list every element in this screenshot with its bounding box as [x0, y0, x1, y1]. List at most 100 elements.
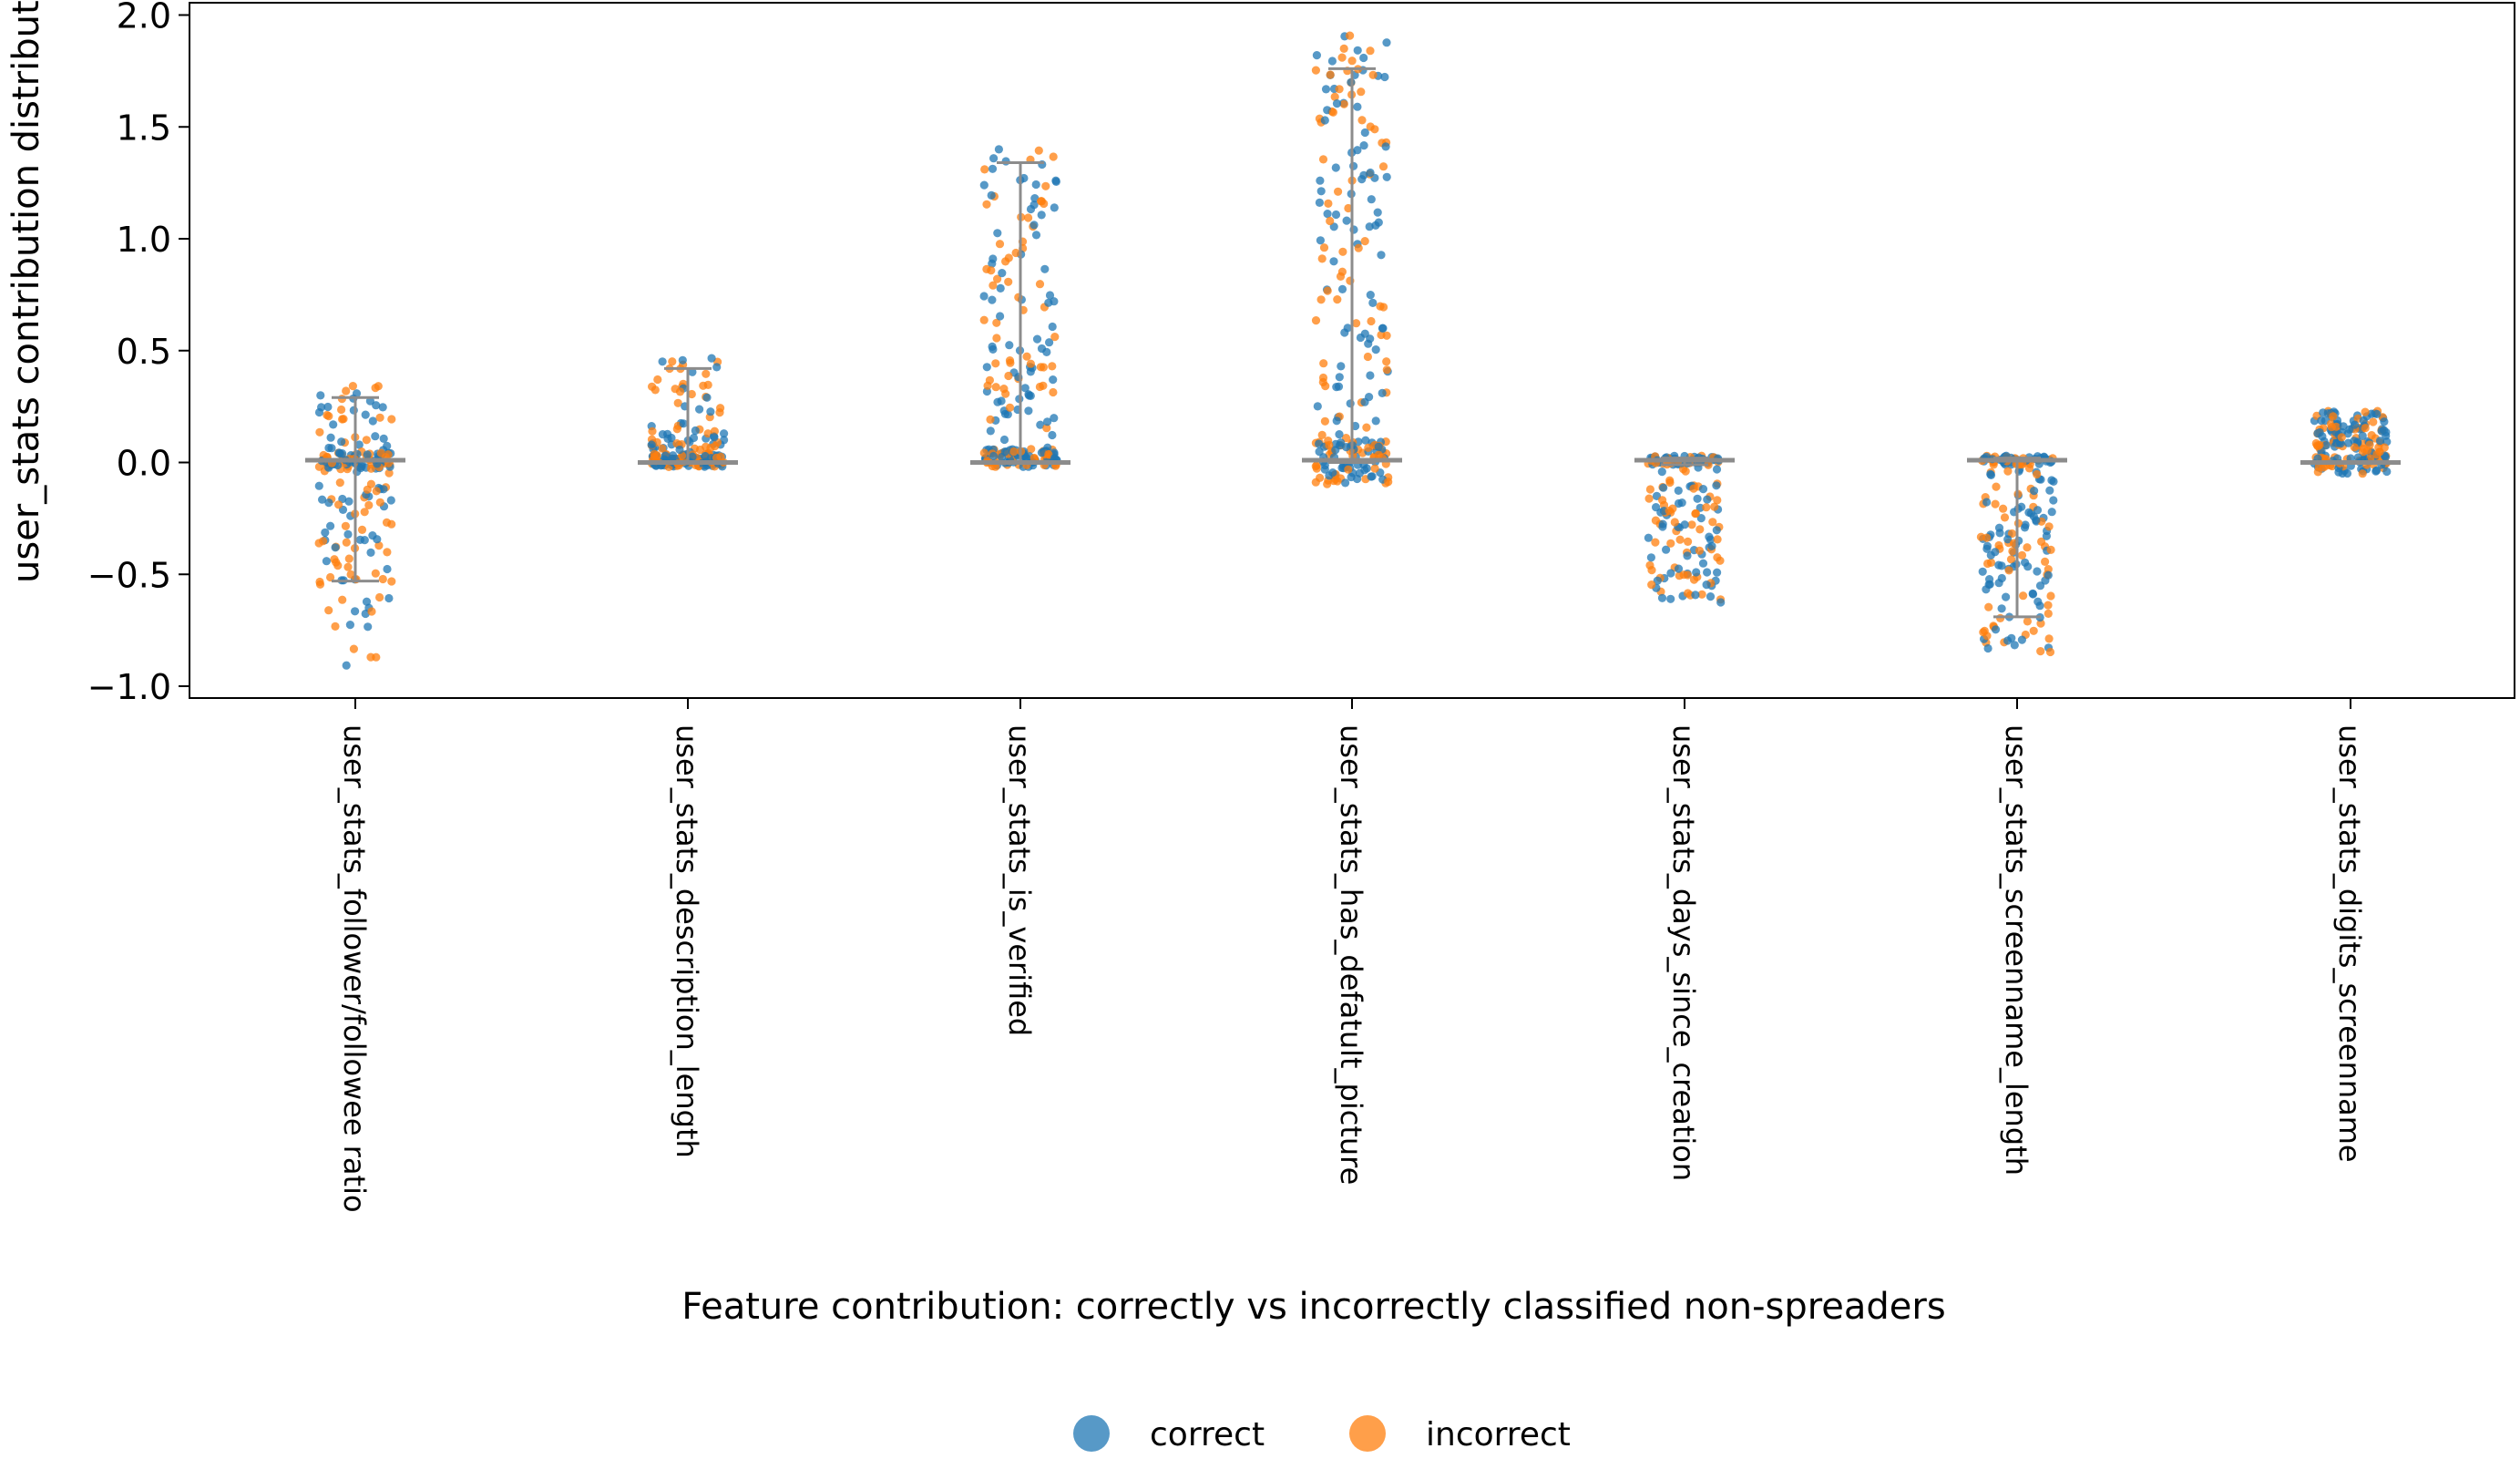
data-point-correct	[318, 495, 327, 504]
data-point-incorrect	[1367, 316, 1376, 326]
data-point-correct	[987, 190, 996, 200]
data-point-correct	[1371, 345, 1380, 354]
data-point-correct	[342, 661, 351, 670]
data-point-correct	[2045, 486, 2054, 495]
x-axis: user_stats_follower/followee ratio user_s…	[337, 698, 2367, 1213]
data-point-incorrect	[1710, 502, 1719, 511]
data-point-correct	[1037, 448, 1046, 457]
data-point-incorrect	[695, 445, 705, 455]
data-point-incorrect	[1684, 589, 1693, 598]
data-point-correct	[2375, 437, 2385, 446]
data-point-incorrect	[1337, 53, 1347, 62]
data-point-incorrect	[1026, 359, 1035, 368]
data-point-correct	[689, 433, 699, 443]
data-point-incorrect	[1645, 485, 1654, 494]
data-point-incorrect	[1333, 295, 1342, 304]
data-point-incorrect	[2008, 547, 2017, 556]
data-point-correct	[1340, 328, 1349, 337]
y-tick-label: 2.0	[117, 0, 171, 36]
data-point-incorrect	[2019, 591, 2028, 601]
data-point-incorrect	[1679, 570, 1688, 580]
data-point-correct	[383, 564, 392, 574]
data-point-correct	[998, 269, 1007, 278]
data-point-correct	[720, 429, 729, 438]
data-point-correct	[362, 597, 372, 606]
data-point-correct	[343, 529, 353, 539]
data-point-incorrect	[991, 359, 1000, 368]
data-point-correct	[351, 607, 360, 616]
data-point-correct	[1321, 85, 1331, 94]
data-point-correct	[1312, 51, 1321, 60]
data-point-correct	[994, 145, 1003, 154]
data-point-correct	[1331, 163, 1340, 172]
data-point-incorrect	[711, 442, 720, 451]
data-point-correct	[996, 283, 1005, 293]
data-point-correct	[1378, 388, 1387, 397]
data-point-incorrect	[314, 539, 323, 548]
data-point-incorrect	[348, 382, 357, 391]
data-point-incorrect	[342, 386, 351, 396]
data-point-correct	[327, 444, 336, 453]
data-point-correct	[1353, 46, 1362, 55]
data-point-correct	[988, 295, 997, 304]
data-point-incorrect	[2041, 557, 2050, 567]
data-point-incorrect	[1370, 464, 1379, 473]
data-point-incorrect	[673, 398, 682, 407]
data-point-incorrect	[2023, 617, 2032, 626]
data-point-correct	[1677, 498, 1686, 508]
data-point-incorrect	[374, 541, 384, 550]
data-point-correct	[675, 445, 684, 455]
data-point-incorrect	[2367, 431, 2376, 440]
data-point-correct	[1020, 384, 1030, 393]
y-tick-label: 0.5	[117, 332, 171, 372]
data-point-incorrect	[982, 200, 991, 209]
data-point-incorrect	[2358, 469, 2367, 478]
data-point-correct	[1331, 210, 1341, 220]
data-point-incorrect	[668, 357, 677, 366]
data-point-incorrect	[1346, 31, 1355, 40]
data-point-correct	[1991, 625, 2001, 634]
data-point-incorrect	[1044, 449, 1053, 459]
data-point-correct	[321, 528, 330, 538]
data-point-incorrect	[349, 644, 358, 653]
data-point-correct	[2317, 416, 2326, 426]
data-point-incorrect	[1336, 272, 1346, 281]
data-point-correct	[2003, 535, 2013, 544]
data-point-incorrect	[384, 468, 394, 478]
data-point-incorrect	[1036, 363, 1045, 372]
data-point-incorrect	[1670, 518, 1679, 527]
data-point-correct	[1698, 485, 1708, 494]
data-point-incorrect	[1379, 303, 1388, 312]
data-point-incorrect	[1366, 46, 1375, 56]
data-point-incorrect	[1011, 248, 1020, 258]
data-point-incorrect	[2372, 450, 2382, 459]
data-point-correct	[988, 164, 998, 173]
data-point-incorrect	[985, 375, 994, 385]
data-point-correct	[2371, 467, 2381, 476]
data-point-correct	[999, 435, 1009, 445]
data-point-incorrect	[1691, 509, 1700, 519]
data-point-incorrect	[375, 498, 384, 507]
data-point-incorrect	[987, 266, 996, 275]
data-point-correct	[1025, 391, 1034, 400]
data-point-correct	[1702, 580, 1711, 590]
x-axis-label: Feature contribution: correctly vs incor…	[681, 1286, 1945, 1328]
data-point-correct	[1367, 195, 1376, 204]
data-point-correct	[360, 536, 369, 545]
data-point-incorrect	[372, 652, 381, 662]
data-point-incorrect	[2004, 566, 2013, 575]
data-point-incorrect	[326, 572, 335, 582]
data-point-incorrect	[2350, 443, 2359, 452]
data-point-incorrect	[2007, 529, 2016, 539]
data-point-incorrect	[1024, 213, 1033, 222]
data-point-correct	[1353, 146, 1362, 155]
data-point-correct	[1032, 334, 1042, 344]
data-point-correct	[1040, 264, 1050, 273]
data-point-correct	[1036, 420, 1045, 429]
data-point-incorrect	[991, 383, 1000, 392]
data-point-correct	[2030, 487, 2039, 496]
data-point-incorrect	[375, 592, 384, 602]
y-tick-label: −1.0	[87, 667, 171, 707]
data-point-incorrect	[1338, 247, 1347, 256]
data-point-incorrect	[2000, 513, 2010, 522]
